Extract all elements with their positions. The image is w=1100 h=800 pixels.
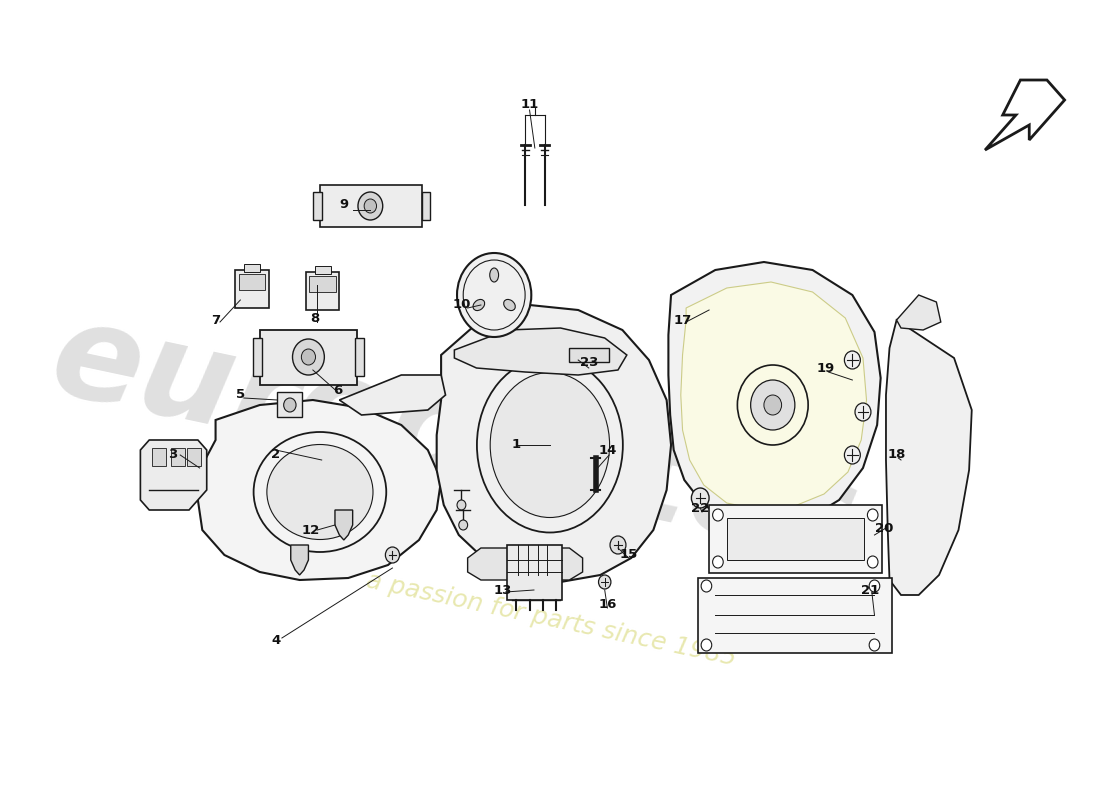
Text: 7: 7 [211,314,220,326]
FancyBboxPatch shape [306,272,340,310]
FancyBboxPatch shape [710,505,881,573]
Circle shape [855,403,871,421]
Circle shape [301,349,316,365]
FancyBboxPatch shape [570,348,609,362]
Circle shape [598,575,611,589]
FancyBboxPatch shape [235,270,268,308]
Polygon shape [290,545,308,575]
Ellipse shape [491,373,609,518]
Text: 15: 15 [619,549,638,562]
Circle shape [358,192,383,220]
Circle shape [610,536,626,554]
Circle shape [456,500,466,510]
FancyBboxPatch shape [727,518,864,560]
Polygon shape [886,320,971,595]
Text: 5: 5 [235,389,245,402]
Text: 8: 8 [310,311,319,325]
FancyBboxPatch shape [187,448,201,466]
FancyBboxPatch shape [315,266,330,274]
Text: 20: 20 [874,522,893,534]
Circle shape [868,556,878,568]
FancyBboxPatch shape [244,264,260,272]
Text: 22: 22 [691,502,710,514]
Text: 21: 21 [861,583,879,597]
Text: a passion for parts since 1985: a passion for parts since 1985 [364,569,739,671]
Circle shape [750,380,795,430]
Circle shape [845,446,860,464]
Circle shape [385,547,399,563]
Ellipse shape [490,268,498,282]
Text: 13: 13 [494,583,513,597]
Circle shape [701,580,712,592]
Circle shape [284,398,296,412]
Text: 6: 6 [333,383,342,397]
FancyBboxPatch shape [239,274,265,290]
Circle shape [713,556,723,568]
Circle shape [869,580,880,592]
Circle shape [459,520,468,530]
Polygon shape [681,282,867,510]
Circle shape [692,488,710,508]
FancyBboxPatch shape [309,276,336,292]
Text: europartes: europartes [41,293,868,587]
Circle shape [293,339,324,375]
Text: 19: 19 [816,362,835,374]
Text: 3: 3 [168,449,178,462]
Circle shape [713,509,723,521]
Polygon shape [984,80,1065,150]
FancyBboxPatch shape [697,578,892,653]
Text: 14: 14 [598,443,617,457]
FancyBboxPatch shape [260,330,358,385]
Ellipse shape [267,445,373,539]
Text: 12: 12 [302,523,320,537]
FancyBboxPatch shape [355,338,364,376]
FancyBboxPatch shape [320,185,421,227]
Circle shape [763,395,782,415]
Polygon shape [468,548,583,580]
Polygon shape [198,400,441,580]
Circle shape [364,199,376,213]
Circle shape [845,351,860,369]
Polygon shape [141,440,207,510]
Polygon shape [454,328,627,375]
Polygon shape [437,305,671,582]
FancyBboxPatch shape [312,192,321,220]
Text: 17: 17 [673,314,692,326]
Circle shape [868,509,878,521]
Circle shape [701,639,712,651]
Polygon shape [336,510,353,540]
Text: 4: 4 [271,634,281,646]
Text: 18: 18 [888,449,905,462]
Text: 9: 9 [339,198,349,211]
Text: 1: 1 [512,438,520,451]
FancyBboxPatch shape [172,448,186,466]
Ellipse shape [473,299,485,310]
Ellipse shape [504,299,515,310]
Text: 10: 10 [452,298,471,311]
Polygon shape [669,262,881,528]
FancyBboxPatch shape [253,338,262,376]
FancyBboxPatch shape [421,192,430,220]
Circle shape [869,639,880,651]
Polygon shape [340,375,446,415]
Text: 16: 16 [598,598,617,611]
FancyBboxPatch shape [277,392,302,417]
FancyBboxPatch shape [507,545,562,600]
Circle shape [456,253,531,337]
Text: 23: 23 [580,355,598,369]
FancyBboxPatch shape [152,448,166,466]
Text: 11: 11 [520,98,539,111]
Text: 2: 2 [271,449,281,462]
Polygon shape [896,295,940,330]
